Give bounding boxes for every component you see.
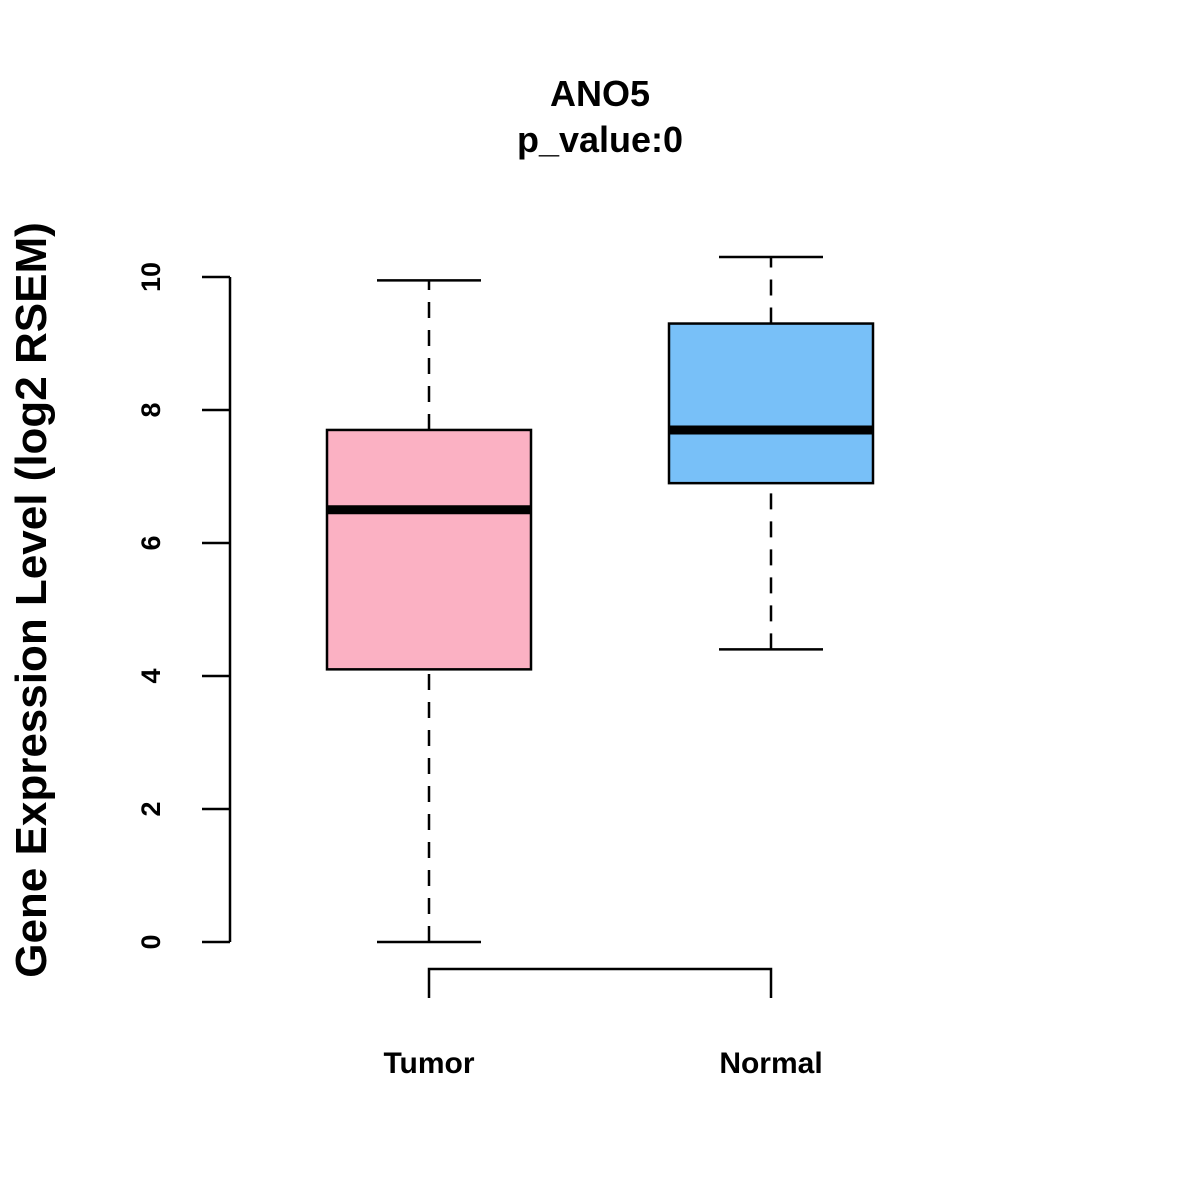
iqr-box bbox=[325, 428, 533, 671]
y-tick-label: 6 bbox=[136, 535, 166, 550]
y-tick-label: 8 bbox=[136, 402, 166, 417]
category-labels: Tumor Normal bbox=[383, 1047, 822, 1080]
box-normal bbox=[667, 255, 875, 651]
y-axis: 0 2 4 6 8 10 bbox=[136, 262, 232, 950]
comparison-bracket bbox=[427, 967, 773, 998]
chart-subtitle: p_value:0 bbox=[517, 119, 683, 160]
y-tick-label: 10 bbox=[136, 262, 166, 292]
category-label-tumor: Tumor bbox=[383, 1047, 474, 1080]
chart-title: ANO5 bbox=[550, 73, 650, 114]
y-tick-label: 2 bbox=[136, 801, 166, 816]
y-tick-label: 0 bbox=[136, 934, 166, 949]
boxes-group bbox=[325, 255, 875, 944]
box-tumor bbox=[325, 279, 533, 944]
y-axis-label: Gene Expression Level (log2 RSEM) bbox=[7, 222, 56, 978]
bracket-line bbox=[427, 967, 773, 998]
y-tick-label: 4 bbox=[136, 668, 166, 683]
category-label-normal: Normal bbox=[719, 1047, 822, 1080]
iqr-box bbox=[667, 322, 875, 485]
